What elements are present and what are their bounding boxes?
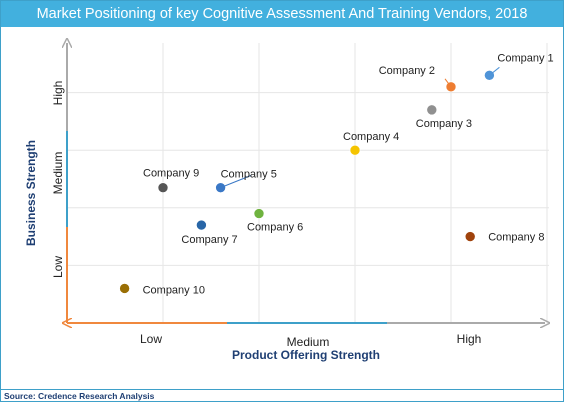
- axes: [67, 43, 545, 323]
- data-label-company-2: Company 2: [379, 65, 435, 77]
- data-point-company-6: [253, 208, 265, 219]
- data-label-company-3: Company 3: [416, 118, 472, 130]
- chart-title: Market Positioning of key Cognitive Asse…: [1, 1, 563, 27]
- data-label-company-6: Company 6: [247, 222, 303, 234]
- data-label-company-4: Company 4: [343, 131, 399, 143]
- data-point-company-9: [157, 182, 169, 193]
- data-label-company-8: Company 8: [488, 232, 544, 244]
- data-label-company-5: Company 5: [221, 169, 277, 181]
- y-tick-low: Low: [51, 256, 65, 278]
- data-label-company-10: Company 10: [143, 284, 205, 296]
- y-tick-medium: Medium: [51, 152, 65, 195]
- data-point-company-7: [196, 219, 207, 231]
- x-tick-medium: Medium: [287, 335, 330, 349]
- data-point-company-4: [349, 144, 361, 156]
- y-tick-high: High: [51, 81, 65, 106]
- data-label-company-1: Company 1: [497, 52, 553, 64]
- data-point-company-3: [426, 104, 438, 116]
- grid-lines: [67, 43, 549, 323]
- y-axis-title: Business Strength: [24, 140, 38, 246]
- scatter-chart: Low Medium High Low Medium High Product …: [24, 1, 554, 362]
- leader-line-company-5: [220, 175, 251, 189]
- data-point-company-8: [464, 231, 476, 242]
- source-note: Source: Credence Research Analysis: [1, 389, 563, 401]
- x-axis-title: Product Offering Strength: [232, 348, 380, 362]
- data-label-company-7: Company 7: [181, 234, 237, 246]
- data-points: Company 1 Company 2 Company 3 Company 4 Comp…: [119, 52, 554, 296]
- data-point-company-10: [119, 283, 130, 294]
- leader-line-company-1: [489, 66, 500, 76]
- leader-line-company-2: [444, 78, 452, 88]
- x-tick-high: High: [457, 332, 482, 346]
- data-label-company-9: Company 9: [143, 168, 199, 180]
- x-tick-low: Low: [140, 332, 162, 346]
